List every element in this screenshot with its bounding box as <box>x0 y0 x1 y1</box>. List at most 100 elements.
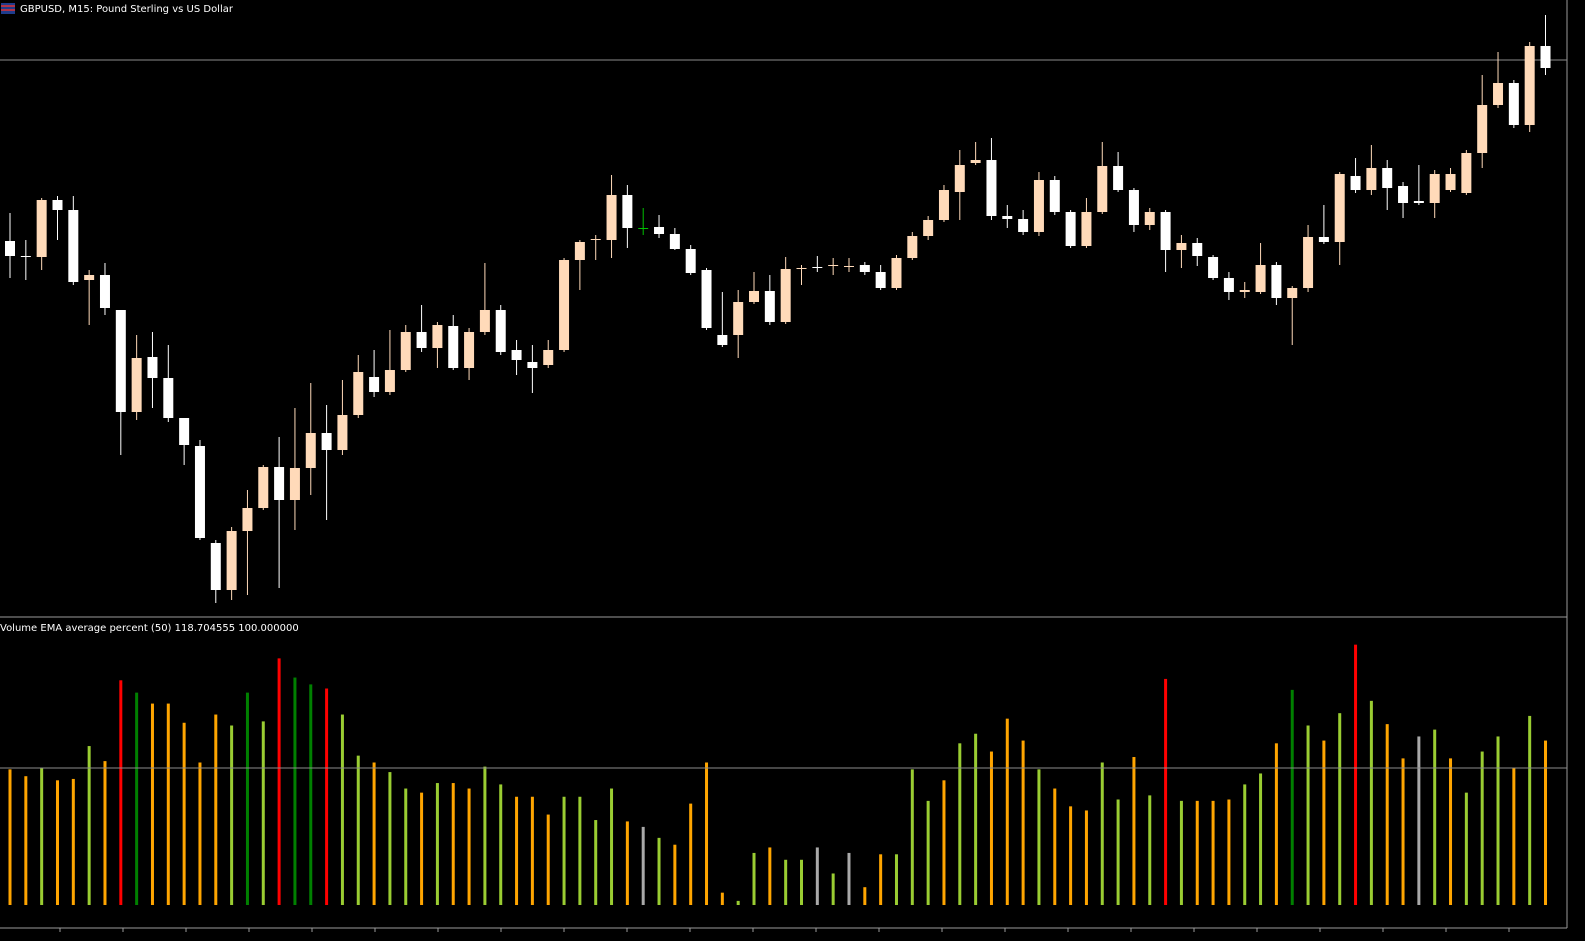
candle-body <box>669 234 680 249</box>
volume-bar <box>752 852 756 905</box>
candle-body <box>448 326 459 368</box>
chart-title: GBPUSD, M15: Pound Sterling vs US Dollar <box>20 4 234 15</box>
volume-bar <box>879 854 883 905</box>
volume-bar <box>863 887 867 905</box>
volume-bar <box>720 892 724 905</box>
volume-bar <box>1195 800 1199 905</box>
candle-body <box>1128 190 1139 225</box>
candle-body <box>274 467 285 500</box>
candle-body <box>226 531 237 590</box>
volume-bar <box>736 900 740 905</box>
candle-body <box>1334 174 1345 242</box>
volume-bar <box>1021 740 1025 905</box>
candle-body <box>1445 174 1456 190</box>
volume-bar <box>435 783 439 905</box>
candle-body <box>495 310 506 352</box>
candle-body <box>353 372 364 415</box>
volume-bar <box>546 814 550 905</box>
volume-bar <box>214 714 218 905</box>
candle-body <box>1366 168 1377 190</box>
volume-bar <box>1243 784 1247 905</box>
candle-body <box>115 310 126 412</box>
candle-body <box>796 268 807 269</box>
volume-bar <box>1211 800 1215 905</box>
volume-bar <box>610 788 614 905</box>
volume-bar <box>467 788 471 905</box>
candle-body <box>1540 46 1551 68</box>
candle-body <box>970 160 981 163</box>
volume-bar <box>261 721 265 905</box>
candle-body <box>479 310 490 332</box>
volume-bar <box>1464 792 1468 905</box>
volume-bar <box>55 780 59 905</box>
volume-bar <box>1385 724 1389 905</box>
volume-bar <box>340 714 344 905</box>
candle-body <box>1398 186 1409 203</box>
candle-body <box>1508 83 1519 125</box>
volume-bar <box>166 703 170 905</box>
volume-bar <box>451 783 455 905</box>
volume-bar <box>1338 713 1342 905</box>
volume-bar <box>689 803 693 905</box>
candle-body <box>638 228 649 229</box>
volume-bar <box>847 852 851 905</box>
volume-bar <box>1528 715 1532 905</box>
candle-body <box>749 291 760 302</box>
volume-bar <box>1306 725 1310 905</box>
volume-bar <box>1354 644 1358 905</box>
volume-bar <box>356 755 360 905</box>
volume-bar <box>1496 736 1500 905</box>
candle-body <box>1033 180 1044 232</box>
candle-body <box>954 165 965 192</box>
volume-bar <box>562 796 566 905</box>
volume-bar <box>625 821 629 905</box>
candle-body <box>1113 166 1124 190</box>
volume-bar <box>1274 743 1278 905</box>
volume-bar <box>641 826 645 905</box>
volume-bar <box>800 859 803 905</box>
volume-bar <box>657 837 661 905</box>
candle-body <box>1081 212 1092 246</box>
candle-body <box>1097 166 1108 212</box>
candle-body <box>242 508 253 531</box>
volume-bar <box>230 725 234 905</box>
volume-bar <box>135 692 139 905</box>
candle-body <box>337 415 348 450</box>
candle-body <box>321 433 332 450</box>
candle-body <box>432 325 443 348</box>
candle-body <box>84 275 95 280</box>
volume-bar <box>325 688 329 905</box>
candle-body <box>1160 212 1171 250</box>
candle-body <box>147 357 158 378</box>
candle-body <box>1271 265 1282 298</box>
volume-bar <box>784 859 788 905</box>
candle-body <box>780 269 791 322</box>
volume-bar <box>1005 718 1009 905</box>
volume-bar <box>8 769 12 905</box>
volume-bar <box>1227 799 1231 905</box>
volume-bar <box>24 776 28 905</box>
indicator-title: Volume EMA average percent (50) 118.7045… <box>0 623 299 634</box>
candle-body <box>289 468 300 500</box>
volume-bar <box>831 873 835 905</box>
candle-body <box>891 258 902 288</box>
volume-bar <box>1544 740 1548 905</box>
volume-bar <box>1417 736 1421 905</box>
volume-bar <box>1053 788 1057 905</box>
candle-body <box>52 200 63 210</box>
candle-body <box>1176 243 1187 250</box>
candle-body <box>717 335 728 345</box>
candle-body <box>305 433 316 468</box>
volume-bar <box>673 844 677 905</box>
candle-body <box>875 272 886 288</box>
volume-bar <box>483 766 487 905</box>
candle-body <box>1303 237 1314 288</box>
volume-bar <box>277 658 281 905</box>
volume-bar <box>420 792 424 905</box>
candle-body <box>1144 212 1155 225</box>
candle-body <box>1239 290 1250 292</box>
candle-body <box>543 350 554 365</box>
volume-bar <box>958 743 962 905</box>
